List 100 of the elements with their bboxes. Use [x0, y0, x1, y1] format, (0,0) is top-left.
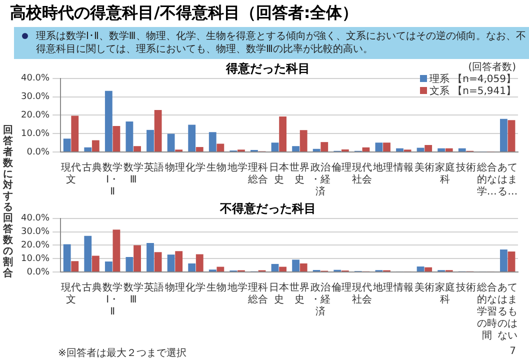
x-tick-label: 数学Ⅲ: [123, 162, 144, 186]
x-tick-label: 化学: [186, 282, 206, 294]
x-tick-label: 数学Ⅰ・Ⅱ: [102, 162, 123, 198]
bar: [216, 144, 224, 152]
bar: [500, 249, 508, 272]
bar: [104, 90, 112, 152]
x-tick-label: 生物: [206, 282, 227, 294]
text: 7: [510, 346, 516, 357]
bar: [134, 146, 141, 152]
x-tick-label: 総合的な学習の時間: [476, 282, 497, 342]
bar: [134, 245, 141, 272]
bar: [167, 254, 175, 272]
bar: [196, 147, 204, 152]
y-tick-label: 0.0%: [26, 267, 50, 278]
bar: [445, 148, 453, 152]
bar: [71, 261, 79, 272]
x-tick-label: 地学: [226, 162, 248, 174]
x-tick-label: 英語: [144, 162, 164, 174]
bar: [300, 263, 308, 272]
text: 理系は数学Ⅰ･Ⅱ、数学Ⅲ、物理、化学、生物を得意とする傾向が強く、文系においてはその逆の傾向。なお、不得意科目に関しては、理系においても、物理、数学Ⅲの比率が比較的高い。: [36, 31, 526, 55]
x-tick-label: 情報: [392, 282, 414, 294]
x-tick-label: 政治・経済: [310, 282, 330, 318]
bar: [416, 266, 424, 272]
bar: [175, 251, 183, 272]
bar: [300, 130, 308, 152]
x-tick-label: あてはまるものはない: [498, 282, 518, 342]
x-tick-label: 家庭科: [435, 282, 456, 306]
x-tick-label: 古典: [82, 282, 102, 294]
text: 回答者数に対する回答数の割合: [3, 125, 13, 279]
chart-title: 不得意だった科目: [219, 201, 316, 216]
legend-title: (回答者数): [467, 62, 516, 74]
bar: [208, 132, 216, 152]
bar: [154, 252, 162, 272]
bar: [126, 256, 134, 272]
bar: [424, 267, 432, 272]
text: 高校時代の得意科目/不得意科目（回答者:全体）: [10, 3, 358, 24]
bar: [92, 140, 100, 152]
bar: [167, 134, 175, 152]
bar: [424, 145, 432, 152]
x-tick-label: あてはまる…: [498, 162, 518, 198]
y-tick-label: 20.0%: [20, 110, 50, 121]
x-tick-label: 倫理: [331, 162, 352, 174]
y-tick-label: 40.0%: [20, 214, 50, 224]
legend-label: 文系 【n=5,941】: [429, 86, 516, 97]
x-tick-label: 現代文: [60, 162, 81, 186]
bar: [396, 148, 404, 152]
x-tick-label: 技術: [455, 162, 476, 174]
bar: [500, 118, 508, 152]
x-tick-label: 理科総合: [247, 282, 268, 306]
bar: [84, 147, 92, 152]
bar: [188, 263, 196, 272]
bar: [458, 148, 466, 152]
y-tick-label: 10.0%: [20, 254, 50, 264]
x-tick-label: 化学: [186, 162, 206, 174]
x-tick-label: 数学Ⅲ: [123, 282, 144, 306]
x-tick-label: 美術: [414, 162, 434, 174]
bar: [438, 148, 446, 152]
bar: [271, 142, 279, 152]
bar: [279, 266, 286, 272]
x-tick-label: 美術: [414, 282, 434, 294]
bar: [154, 110, 162, 152]
x-tick-label: 政治・経済: [310, 162, 330, 198]
bar: [63, 138, 71, 152]
bar: [216, 266, 224, 272]
x-tick-label: 地理: [372, 282, 393, 294]
bar: [508, 252, 516, 272]
x-tick-label: 技術: [455, 282, 476, 294]
bar: [126, 121, 134, 152]
bar: [279, 116, 286, 152]
x-tick-label: 総合的な学…: [476, 162, 497, 198]
y-tick-label: 40.0%: [20, 74, 50, 84]
bar: [312, 148, 320, 152]
x-tick-label: 情報: [392, 162, 414, 174]
chart-title: 得意だった科目: [225, 61, 310, 76]
bar: [84, 236, 92, 272]
x-tick-label: 英語: [144, 282, 164, 294]
bar: [63, 244, 71, 272]
x-tick-label: 世界史: [290, 282, 310, 306]
text: ※回答者は最大２つまで選択: [58, 346, 186, 360]
x-tick-label: 物理: [164, 162, 185, 174]
bar: [112, 126, 120, 152]
y-tick-label: 0.0%: [26, 147, 50, 158]
bar: [320, 142, 328, 152]
bar: [362, 147, 370, 152]
bar: [104, 262, 112, 272]
x-tick-label: 家庭科: [435, 162, 456, 186]
y-tick-label: 30.0%: [20, 227, 50, 238]
y-tick-label: 20.0%: [20, 240, 50, 251]
x-tick-label: 地理: [372, 162, 393, 174]
bar: [112, 230, 120, 272]
legend-label: 理系 【n=4,059】: [429, 74, 516, 85]
x-tick-label: 現代文: [60, 282, 81, 306]
bar: [146, 130, 154, 152]
bar: [383, 142, 390, 152]
x-tick-label: 現代社会: [352, 162, 372, 186]
bar: [196, 254, 204, 272]
x-tick-label: 日本史: [268, 282, 289, 306]
bar: [146, 243, 154, 272]
bar: [271, 264, 279, 272]
x-tick-label: 古典: [82, 162, 102, 174]
